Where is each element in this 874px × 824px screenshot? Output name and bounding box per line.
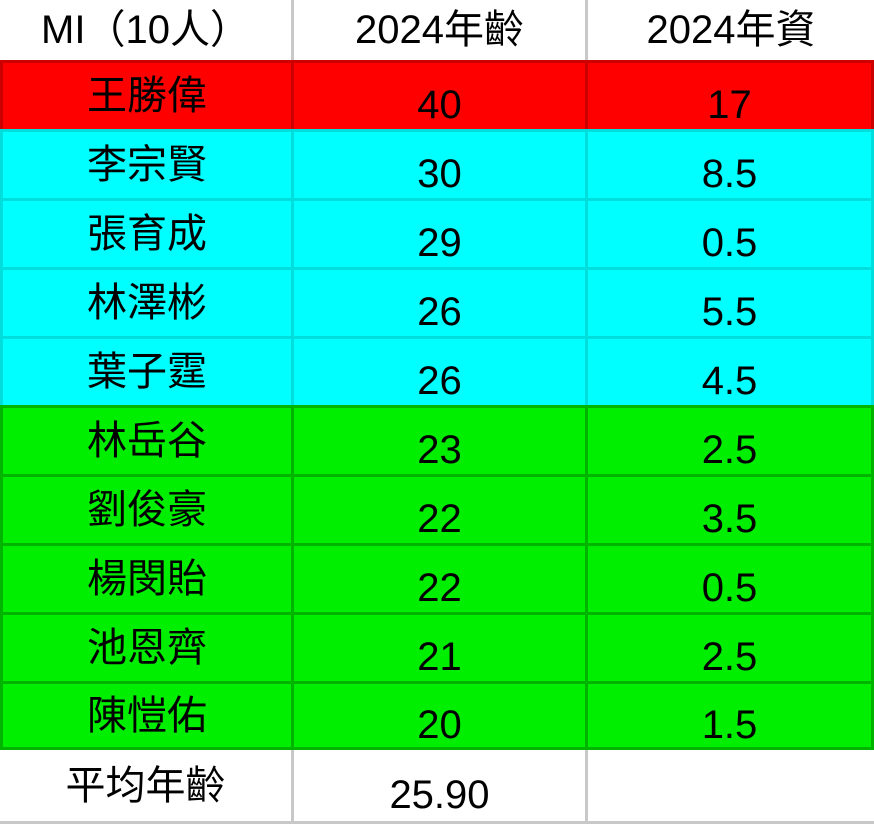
tenure-value: 4.5	[701, 359, 758, 403]
player-age-cell: 22	[291, 474, 585, 543]
player-age-cell: 26	[291, 336, 585, 405]
player-tenure-cell: 0.5	[585, 543, 874, 612]
player-name-cell: 李宗賢	[0, 129, 291, 198]
player-age-cell: 21	[291, 612, 585, 681]
age-value: 40	[417, 83, 462, 127]
average-age-value: 25.90	[389, 772, 490, 817]
age-value: 22	[417, 566, 462, 610]
player-tenure-cell: 4.5	[585, 336, 874, 405]
player-row: 李宗賢 30 8.5	[0, 129, 874, 198]
player-tenure-cell: 2.5	[585, 405, 874, 474]
player-row: 池恩齊 21 2.5	[0, 612, 874, 681]
team-header-cell: MI（10人）	[41, 8, 250, 52]
player-row: 葉子霆 26 4.5	[0, 336, 874, 405]
player-tenure-cell: 5.5	[585, 267, 874, 336]
player-row: 林岳谷 23 2.5	[0, 405, 874, 474]
player-name-cell: 林岳谷	[0, 405, 291, 474]
player-name-cell: 楊閔貽	[0, 543, 291, 612]
tenure-value: 17	[707, 83, 752, 127]
average-empty-cell	[585, 750, 874, 824]
player-tenure-cell: 1.5	[585, 681, 874, 750]
age-value: 20	[417, 702, 462, 747]
tenure-value: 0.5	[701, 221, 758, 265]
player-row: 陳愷佑 20 1.5	[0, 681, 874, 750]
player-age-cell: 23	[291, 405, 585, 474]
player-tenure-cell: 8.5	[585, 129, 874, 198]
player-tenure-cell: 2.5	[585, 612, 874, 681]
player-tenure-cell: 3.5	[585, 474, 874, 543]
age-value: 22	[417, 497, 462, 541]
player-age-cell: 22	[291, 543, 585, 612]
age-value: 21	[417, 635, 462, 679]
player-age-cell: 29	[291, 198, 585, 267]
player-name-cell: 葉子霆	[0, 336, 291, 405]
average-age-cell: 25.90	[291, 750, 585, 824]
player-tenure-cell: 0.5	[585, 198, 874, 267]
player-tenure-cell: 17	[585, 60, 874, 129]
age-value: 29	[417, 221, 462, 265]
tenure-value: 5.5	[701, 290, 758, 334]
player-row: 張育成 29 0.5	[0, 198, 874, 267]
player-row: 王勝偉 40 17	[0, 60, 874, 129]
player-age-cell: 26	[291, 267, 585, 336]
player-name-cell: 王勝偉	[0, 60, 291, 129]
tenure-value: 2.5	[701, 635, 758, 679]
age-value: 26	[417, 359, 462, 403]
player-name-cell: 劉俊豪	[0, 474, 291, 543]
tenure-value: 2.5	[701, 428, 758, 472]
player-age-cell: 30	[291, 129, 585, 198]
tenure-column-header: 2024年資	[585, 0, 874, 60]
header-row: MI（10人） 2024年齡 2024年資	[0, 0, 874, 60]
age-column-header: 2024年齡	[291, 0, 585, 60]
tenure-value: 8.5	[701, 152, 758, 196]
age-value: 23	[417, 428, 462, 472]
player-age-cell: 20	[291, 681, 585, 750]
player-age-cell: 40	[291, 60, 585, 129]
player-name-cell: 池恩齊	[0, 612, 291, 681]
average-row: 平均年齡 25.90	[0, 750, 874, 824]
tenure-value: 1.5	[701, 702, 758, 747]
player-row: 劉俊豪 22 3.5	[0, 474, 874, 543]
age-value: 30	[417, 152, 462, 196]
average-label-cell: 平均年齡	[0, 750, 291, 824]
player-row: 林澤彬 26 5.5	[0, 267, 874, 336]
tenure-value: 3.5	[701, 497, 758, 541]
age-value: 26	[417, 290, 462, 334]
tenure-value: 0.5	[701, 566, 758, 610]
player-name-cell: 張育成	[0, 198, 291, 267]
player-name-cell: 陳愷佑	[0, 681, 291, 750]
player-row: 楊閔貽 22 0.5	[0, 543, 874, 612]
player-name-cell: 林澤彬	[0, 267, 291, 336]
